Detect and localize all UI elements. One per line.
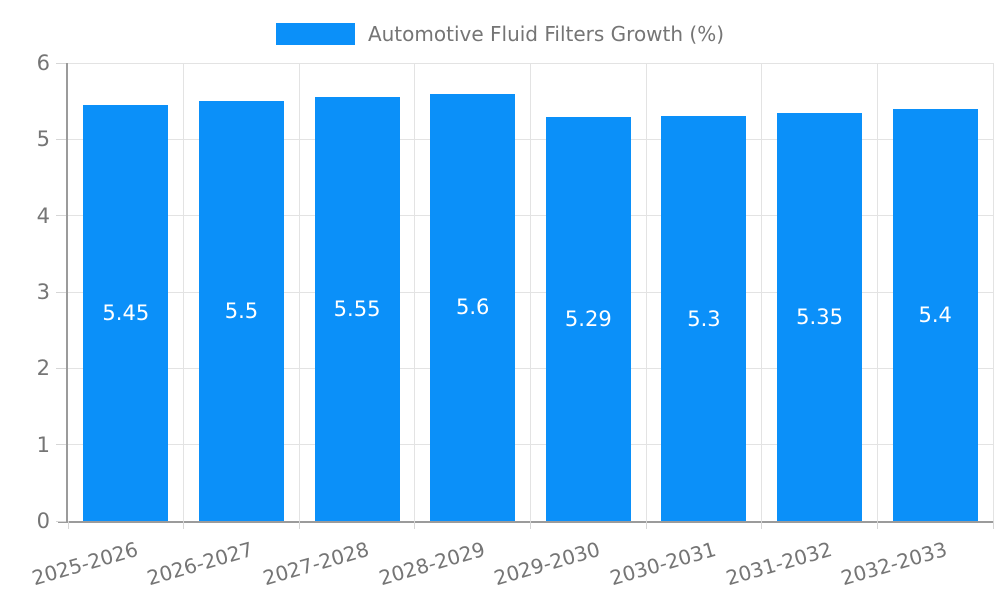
y-axis-line	[66, 63, 68, 521]
bar: 5.55	[314, 97, 400, 521]
bar: 5.3	[661, 116, 747, 521]
y-axis-tick	[56, 62, 66, 64]
bar-value-label: 5.29	[564, 307, 612, 332]
x-axis-tick	[298, 521, 300, 529]
bar-value-label: 5.55	[333, 297, 381, 322]
legend-label: Automotive Fluid Filters Growth (%)	[367, 22, 725, 46]
bar: 5.6	[430, 93, 516, 521]
y-axis-tick-label: 4	[36, 203, 50, 228]
x-axis-tick	[530, 521, 531, 529]
chart-legend[interactable]: Automotive Fluid Filters Growth (%)	[0, 20, 1000, 48]
x-axis-tick-label: 2029-2030	[491, 537, 603, 591]
x-axis-tick-label: 2031-2032	[722, 537, 835, 591]
x-axis-tick-label: 2030-2031	[607, 537, 719, 591]
y-axis-tick-label: 0	[36, 509, 50, 533]
x-axis-tick	[876, 521, 878, 529]
y-axis-tick-label: 2	[36, 356, 50, 381]
x-axis-line	[58, 521, 993, 523]
bar-value-label: 5.6	[455, 295, 490, 320]
y-axis-tick-label: 6	[36, 51, 50, 75]
x-axis-tick-label: 2032-2033	[838, 537, 950, 591]
x-gridline	[992, 63, 994, 521]
x-axis-tick	[761, 521, 763, 529]
y-axis-tick	[56, 215, 66, 217]
bar: 5.45	[83, 104, 169, 521]
x-gridline	[761, 63, 763, 521]
plot-area: 5.45 5.5 5.55 5.6 5.29 5.3 5.35 5.4	[58, 62, 994, 523]
y-axis-tick	[56, 138, 66, 140]
y-axis-tick-label: 3	[36, 280, 50, 304]
y-axis-tick	[56, 444, 66, 446]
y-axis-tick-label: 5	[36, 127, 50, 152]
x-axis-tick-label: 2025-2026	[29, 537, 141, 591]
x-gridline	[530, 63, 531, 521]
x-gridline	[183, 63, 185, 521]
x-axis-tick	[67, 521, 69, 529]
bar: 5.29	[545, 117, 631, 521]
bar-value-label: 5.4	[918, 302, 952, 327]
y-axis-tick	[56, 520, 66, 522]
legend-swatch	[275, 23, 355, 45]
x-axis-tick	[414, 521, 416, 529]
x-axis-tick-label: 2028-2029	[375, 537, 488, 591]
bar-value-label: 5.45	[102, 300, 150, 325]
bar-value-label: 5.35	[796, 304, 843, 329]
x-axis-tick-label: 2026-2027	[144, 537, 257, 591]
x-gridline	[645, 63, 647, 521]
x-axis-tick-label: 2027-2028	[260, 537, 372, 591]
bar-value-label: 5.3	[687, 306, 721, 331]
x-gridline	[876, 63, 878, 521]
bar: 5.5	[198, 101, 284, 521]
y-axis-tick-label: 1	[36, 432, 50, 457]
y-axis-tick	[56, 291, 66, 293]
x-axis-tick	[645, 521, 647, 529]
x-axis-tick	[183, 521, 185, 529]
bar-value-label: 5.5	[224, 299, 259, 324]
bar: 5.4	[892, 108, 978, 521]
x-axis-tick	[992, 521, 994, 529]
bar: 5.35	[777, 112, 863, 521]
y-axis-tick	[56, 367, 66, 369]
x-gridline	[414, 63, 416, 521]
x-gridline	[298, 63, 300, 521]
